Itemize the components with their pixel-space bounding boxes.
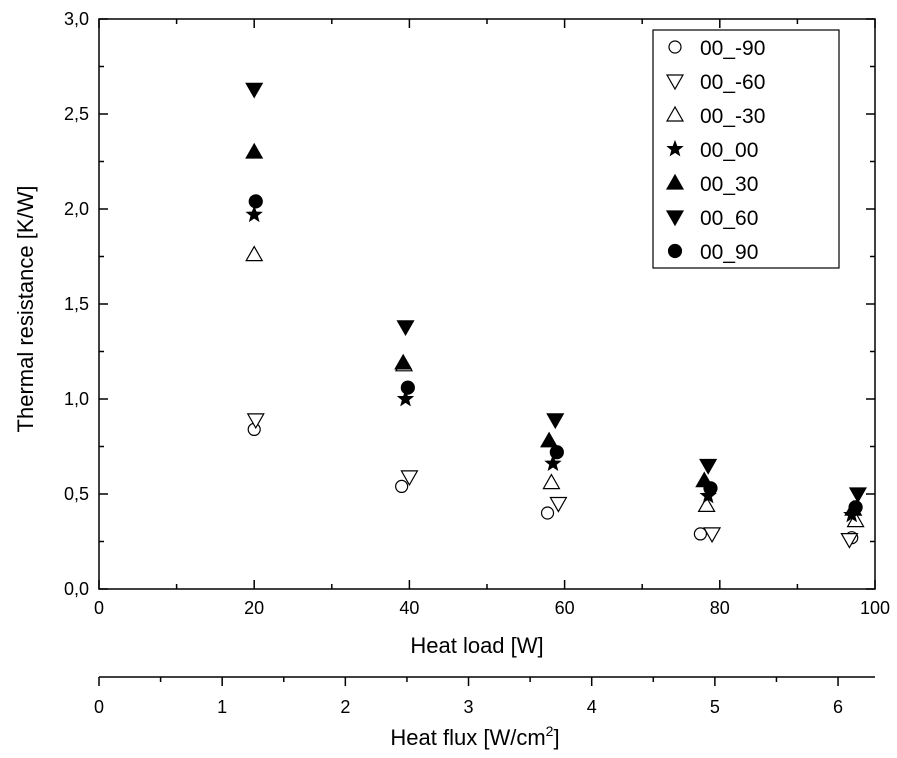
secondary-x-tick-label: 2 [340,697,350,717]
data-point-00-60 [396,320,415,337]
data-point-00-60 [848,487,867,504]
legend-box [652,29,840,269]
x-tick-label: 20 [244,598,264,618]
legend-label: 00_-30 [700,105,765,128]
legend-label: 00_00 [700,139,758,162]
y-tick-label: 1,5 [64,294,89,314]
secondary-x-tick-label: 0 [94,697,104,717]
legend-marker [667,243,683,259]
legend-label: 00_-90 [700,37,765,60]
data-point-00-30 [540,431,559,448]
legend-marker [665,210,685,227]
legend-label: 00_60 [700,207,758,230]
data-point-00--90 [540,506,555,520]
data-point-00--60 [840,532,859,549]
x-tick-label: 0 [94,598,104,618]
y-tick-label: 3,0 [64,9,89,29]
secondary-x-tick-label: 5 [710,697,720,717]
data-point-00-60 [546,413,565,430]
data-point-00-90 [848,500,863,515]
data-point-00-00 [544,454,562,471]
data-point-00--60 [549,496,568,513]
legend-label: 00_30 [700,173,758,196]
y-axis-title: Thermal resistance [K/W] [13,186,38,433]
secondary-x-axis-title-end: ] [553,725,559,750]
y-tick-label: 2,0 [64,199,89,219]
secondary-x-axis-title-superscript: 2 [546,723,554,739]
data-points [245,82,867,549]
secondary-x-tick-label: 3 [464,697,474,717]
data-point-00--60 [246,413,265,430]
data-point-00--90 [395,479,409,493]
legend-label: 00_-60 [700,71,765,94]
data-point-00-90 [703,481,718,496]
y-tick-label: 0,5 [64,484,89,504]
x-tick-label: 60 [555,598,575,618]
data-point-00-30 [245,142,264,159]
y-tick-label: 2,5 [64,104,89,124]
y-tick-label: 1,0 [64,389,89,409]
data-point-00-90 [248,194,263,209]
x-tick-label: 100 [860,598,890,618]
data-point-00--30 [542,473,561,490]
data-point-00-90 [400,380,415,395]
legend-marker [666,139,684,157]
secondary-x-tick-label: 4 [587,697,597,717]
data-point-00-30 [394,353,413,370]
legend-label: 00_90 [700,241,758,264]
data-point-00--30 [245,245,264,262]
legend-marker [665,74,685,91]
data-point-00-00 [396,389,415,407]
legend: 00_-90 00_-60 00_-30 00_00 00_30 00_60 00_90 [652,29,840,269]
x-tick-label: 80 [710,598,730,618]
y-tick-label: 0,0 [64,579,89,599]
legend-marker [668,40,682,54]
data-point-00--30 [697,496,716,512]
secondary-x-tick-label: 6 [833,697,843,717]
data-point-00-00 [245,205,263,223]
secondary-x-axis-title-main: Heat flux [W/cm [390,725,545,750]
data-point-00--90 [693,527,708,541]
x-axis-title: Heat load [W] [410,633,543,658]
data-point-00--60 [400,470,419,487]
data-point-00-60 [699,458,718,475]
secondary-x-tick-label: 1 [217,697,227,717]
data-point-00-90 [549,445,564,460]
legend-marker [665,173,685,190]
x-tick-label: 40 [399,598,419,618]
data-point-00--60 [703,527,722,544]
secondary-x-axis-title: Heat flux [W/cm2] [390,723,559,750]
data-point-00-60 [245,82,264,99]
legend-marker [665,105,685,122]
